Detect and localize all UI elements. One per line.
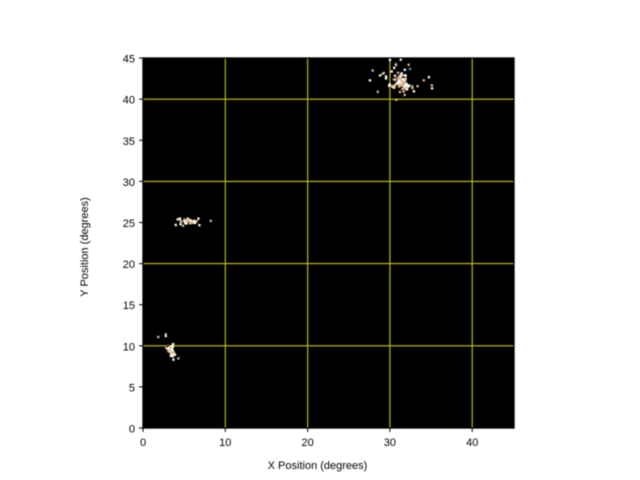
svg-text:Y Position (degrees): Y Position (degrees)	[79, 197, 91, 296]
svg-text:10: 10	[123, 341, 135, 353]
svg-text:35: 35	[123, 136, 135, 148]
svg-text:X Position (degrees): X Position (degrees)	[268, 460, 368, 472]
svg-text:25: 25	[123, 218, 135, 230]
svg-text:0: 0	[140, 437, 146, 449]
svg-text:45: 45	[123, 54, 135, 66]
svg-text:30: 30	[123, 177, 135, 189]
svg-text:20: 20	[301, 437, 313, 449]
svg-text:15: 15	[123, 300, 135, 312]
svg-text:40: 40	[466, 437, 478, 449]
svg-text:10: 10	[219, 437, 231, 449]
svg-text:0: 0	[129, 424, 135, 436]
svg-text:20: 20	[123, 259, 135, 271]
svg-text:5: 5	[129, 382, 135, 394]
svg-text:30: 30	[384, 437, 396, 449]
svg-text:40: 40	[123, 95, 135, 107]
